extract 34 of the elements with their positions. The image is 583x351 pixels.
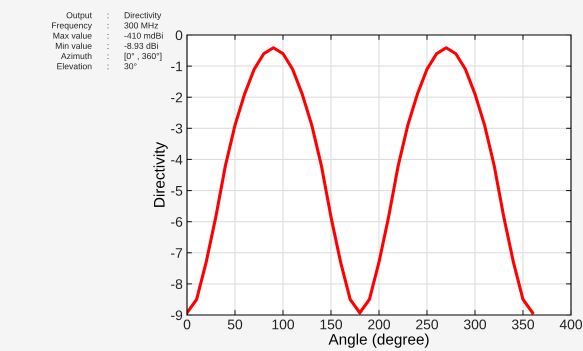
y-tick-label: -7 — [171, 248, 182, 258]
text: -8.93 dBi — [124, 42, 158, 49]
x-tick-label: 300 — [464, 320, 486, 330]
x-tick-label: 0 — [184, 320, 190, 330]
x-tick-label: 100 — [272, 320, 294, 330]
y-tick-label: -3 — [171, 124, 182, 134]
y-tick-label: 0 — [176, 30, 182, 40]
x-tick-label: 250 — [416, 320, 438, 330]
text: Max value — [53, 32, 92, 39]
y-tick-label: -1 — [171, 62, 182, 72]
x-tick-label: 50 — [228, 320, 242, 330]
y-tick-label: -6 — [171, 217, 182, 227]
x-tick-label: 200 — [368, 320, 390, 330]
x-tick-label: 350 — [512, 320, 534, 330]
text: Output — [66, 12, 92, 20]
text: Elevation — [57, 62, 92, 70]
y-axis-title: Directivity — [153, 142, 168, 207]
text: 300 MHz — [124, 22, 158, 29]
y-tick-label: -9 — [171, 310, 182, 320]
text: -410 mdBi — [124, 32, 163, 39]
text: Min value — [56, 42, 92, 49]
x-tick-label: 400 — [560, 320, 582, 330]
text: Frequency — [52, 22, 92, 30]
text: 30° — [124, 63, 137, 70]
text: Azimuth — [60, 52, 92, 60]
text: [0° , 360°] — [124, 52, 162, 61]
text: Directivity — [124, 12, 162, 20]
y-tick-label: -5 — [171, 186, 182, 196]
line-series — [187, 46, 534, 314]
y-tick-label: -4 — [171, 154, 182, 164]
y-tick-label: -2 — [171, 92, 182, 102]
x-axis-title: Angle (degree) — [328, 334, 429, 348]
x-tick-label: 150 — [320, 320, 342, 330]
y-tick-label: -8 — [171, 279, 182, 290]
